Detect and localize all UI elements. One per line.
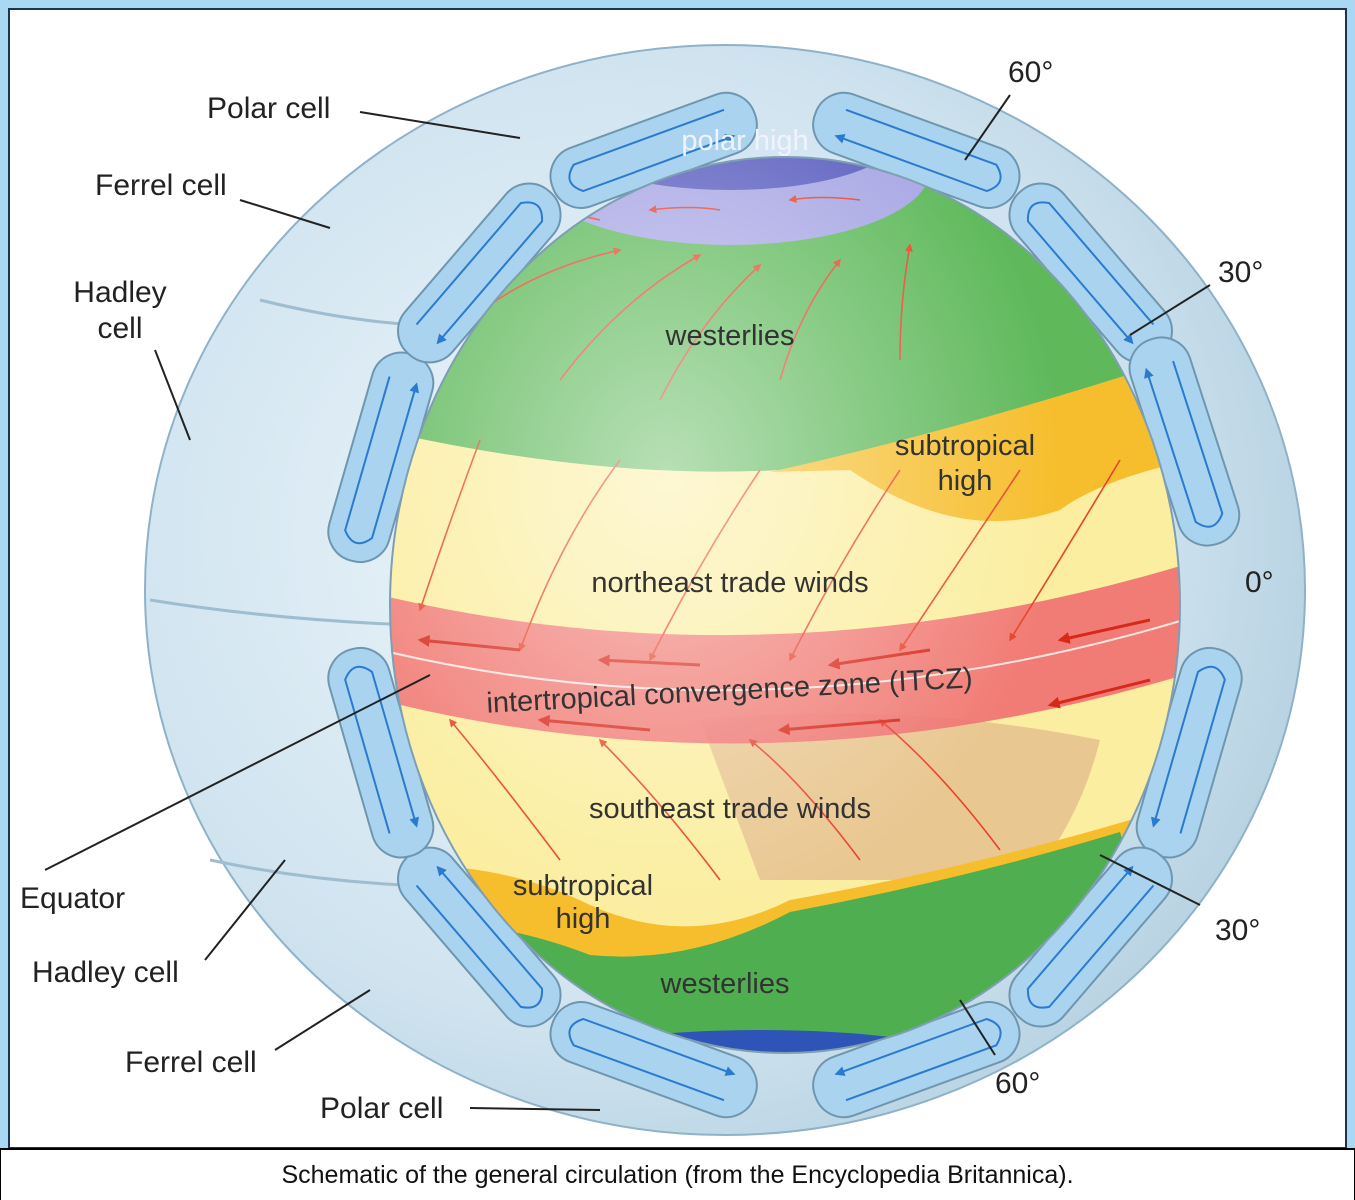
cell — [1008, 846, 1173, 1028]
label: 60° — [995, 1067, 1040, 1100]
label: westerlies — [665, 320, 795, 352]
cell-flow — [568, 1017, 736, 1102]
label: subtropical — [513, 870, 653, 902]
label: northeast trade winds — [591, 567, 868, 599]
label: Polar cell — [320, 1092, 443, 1125]
label: Polar cell — [207, 92, 330, 125]
cell-flow — [415, 865, 544, 1009]
globe-outline — [389, 156, 1181, 1054]
outer-labels: Polar cell Ferrel cell Hadley cell Equat… — [20, 56, 1274, 1125]
label: Ferrel cell — [95, 169, 227, 202]
label: westerlies — [660, 968, 790, 1000]
cell-flow — [344, 665, 420, 834]
label: 60° — [1008, 56, 1053, 89]
label: subtropical — [895, 430, 1035, 462]
label: Hadley cell — [32, 956, 179, 989]
label: 30° — [1215, 914, 1260, 947]
label: Ferrel cell — [125, 1046, 257, 1079]
cell-flow — [1150, 665, 1226, 834]
label: southeast trade winds — [589, 793, 871, 825]
label: Equator — [20, 882, 125, 915]
cells — [327, 91, 1243, 1119]
label: polar high — [681, 125, 808, 157]
cell-flow — [1026, 865, 1155, 1009]
label: 0° — [1245, 566, 1274, 599]
cell-flow — [1144, 360, 1224, 528]
label: high — [938, 465, 993, 497]
leaders — [44, 94, 1211, 1111]
cell-flow — [415, 201, 544, 345]
caption: Schematic of the general circulation (fr… — [0, 1148, 1355, 1200]
label: high — [556, 903, 611, 935]
label: Hadley — [73, 276, 166, 309]
cell-flow — [834, 108, 1002, 193]
cell-flow — [344, 376, 420, 545]
label: cell — [97, 312, 142, 345]
label: 30° — [1218, 256, 1263, 289]
shine — [390, 157, 1180, 1053]
cell — [812, 91, 1021, 209]
cell-flow — [1026, 201, 1155, 345]
cell-flow — [834, 1017, 1002, 1102]
cell-flow — [568, 108, 736, 193]
cell — [549, 1001, 758, 1119]
figure: Polar cell Ferrel cell Hadley cell Equat… — [0, 0, 1355, 1148]
